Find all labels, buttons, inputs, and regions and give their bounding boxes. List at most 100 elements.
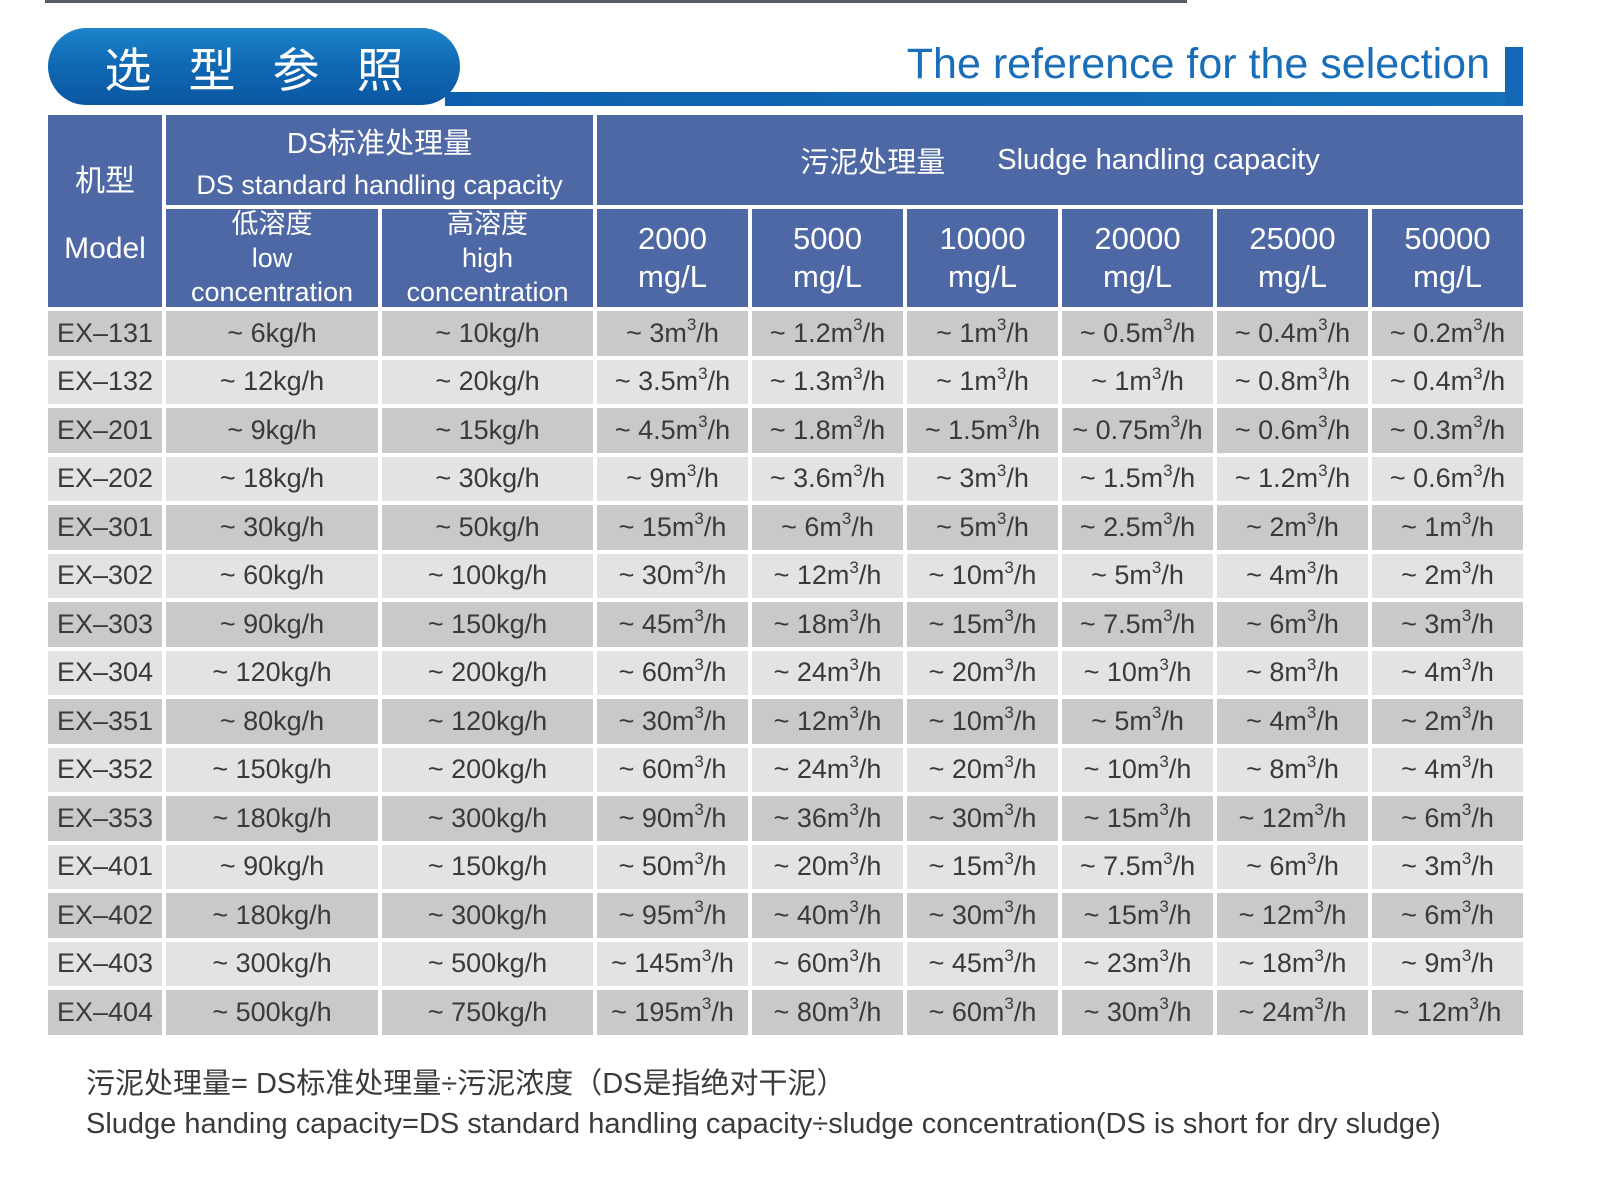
- group-header-sludge-capacity: 污泥处理量 Sludge handling capacity: [597, 115, 1523, 205]
- value-cell: ~ 4.5m 3/h: [597, 408, 748, 453]
- value-cell: ~ 30m 3/h: [907, 893, 1058, 938]
- value-cell: ~ 0.4m 3/h: [1217, 311, 1368, 356]
- value-cell: ~ 150kg/h: [166, 747, 378, 792]
- selection-table: 机型 Model DS标准处理量 DS standard handling ca…: [48, 115, 1523, 1035]
- model-cell: EX–402: [48, 893, 162, 938]
- value-cell: ~ 150kg/h: [382, 844, 593, 889]
- value-cell: ~ 7.5m 3/h: [1062, 602, 1213, 647]
- value-cell: ~ 0.2m 3/h: [1372, 311, 1523, 356]
- value-cell: ~ 100kg/h: [382, 553, 593, 598]
- footnotes: 污泥处理量= DS标准处理量÷污泥浓度（DS是指绝对干泥） Sludge han…: [86, 1064, 1441, 1144]
- value-cell: ~ 18m 3/h: [1217, 941, 1368, 986]
- value-cell: ~ 5m 3/h: [907, 505, 1058, 550]
- value-cell: ~ 6m 3/h: [1372, 893, 1523, 938]
- value-cell: ~ 3m 3/h: [597, 311, 748, 356]
- value-cell: ~ 6m 3/h: [752, 505, 903, 550]
- value-cell: ~ 1.3m 3/h: [752, 359, 903, 404]
- value-cell: ~ 90kg/h: [166, 602, 378, 647]
- value-cell: ~ 20m 3/h: [752, 844, 903, 889]
- value-cell: ~ 1.5m 3/h: [1062, 456, 1213, 501]
- model-cell: EX–403: [48, 941, 162, 986]
- value-cell: ~ 0.8m 3/h: [1217, 359, 1368, 404]
- model-cell: EX–304: [48, 650, 162, 695]
- value-cell: ~ 750kg/h: [382, 990, 593, 1035]
- value-cell: ~ 45m 3/h: [907, 941, 1058, 986]
- value-cell: ~ 180kg/h: [166, 893, 378, 938]
- column-header-low-concentration: 低溶度 low concentration: [166, 209, 378, 307]
- value-cell: ~ 4m 3/h: [1217, 553, 1368, 598]
- value-cell: ~ 120kg/h: [382, 699, 593, 744]
- model-cell: EX–353: [48, 796, 162, 841]
- mgl-value: 10000: [939, 221, 1026, 256]
- column-header-model: 机型 Model: [48, 115, 162, 307]
- mgl-unit: mg/L: [1103, 259, 1172, 294]
- value-cell: ~ 60kg/h: [166, 553, 378, 598]
- value-cell: ~ 10m 3/h: [907, 553, 1058, 598]
- value-cell: ~ 300kg/h: [382, 796, 593, 841]
- value-cell: ~ 1m 3/h: [907, 311, 1058, 356]
- value-cell: ~ 12m 3/h: [752, 699, 903, 744]
- value-cell: ~ 5m 3/h: [1062, 699, 1213, 744]
- model-cell: EX–201: [48, 408, 162, 453]
- value-cell: ~ 15m 3/h: [1062, 893, 1213, 938]
- value-cell: ~ 2m 3/h: [1372, 699, 1523, 744]
- title-underline-bar: [445, 92, 1523, 106]
- model-cell: EX–352: [48, 747, 162, 792]
- value-cell: ~ 200kg/h: [382, 747, 593, 792]
- value-cell: ~ 0.5m 3/h: [1062, 311, 1213, 356]
- mgl-unit: mg/L: [1413, 259, 1482, 294]
- value-cell: ~ 5m 3/h: [1062, 553, 1213, 598]
- value-cell: ~ 2.5m 3/h: [1062, 505, 1213, 550]
- value-cell: ~ 60m 3/h: [752, 941, 903, 986]
- page-title-en: The reference for the selection: [906, 40, 1490, 88]
- value-cell: ~ 36m 3/h: [752, 796, 903, 841]
- value-cell: ~ 150kg/h: [382, 602, 593, 647]
- value-cell: ~ 15m 3/h: [907, 602, 1058, 647]
- value-cell: ~ 15m 3/h: [907, 844, 1058, 889]
- model-header-en: Model: [64, 232, 146, 265]
- page-edge-line: [45, 0, 1187, 3]
- value-cell: ~ 2m 3/h: [1217, 505, 1368, 550]
- value-cell: ~ 1.5m 3/h: [907, 408, 1058, 453]
- model-cell: EX–202: [48, 456, 162, 501]
- column-header-5000-mgl: 5000 mg/L: [752, 209, 903, 307]
- value-cell: ~ 145m 3/h: [597, 941, 748, 986]
- value-cell: ~ 9m 3/h: [597, 456, 748, 501]
- model-cell: EX–131: [48, 311, 162, 356]
- mgl-value: 2000: [638, 221, 707, 256]
- value-cell: ~ 15m 3/h: [597, 505, 748, 550]
- value-cell: ~ 30m 3/h: [1062, 990, 1213, 1035]
- low-concentration-en: low concentration: [190, 243, 354, 307]
- value-cell: ~ 120kg/h: [166, 650, 378, 695]
- mgl-value: 25000: [1249, 221, 1336, 256]
- value-cell: ~ 1m 3/h: [1372, 505, 1523, 550]
- value-cell: ~ 9m 3/h: [1372, 941, 1523, 986]
- ds-group-en: DS standard handling capacity: [196, 169, 563, 200]
- column-header-10000-mgl: 10000 mg/L: [907, 209, 1058, 307]
- value-cell: ~ 200kg/h: [382, 650, 593, 695]
- value-cell: ~ 18kg/h: [166, 456, 378, 501]
- banner-title-zh: 选 型 参 照: [104, 44, 416, 97]
- value-cell: ~ 24m 3/h: [752, 650, 903, 695]
- value-cell: ~ 10m 3/h: [1062, 747, 1213, 792]
- column-header-25000-mgl: 25000 mg/L: [1217, 209, 1368, 307]
- value-cell: ~ 20m 3/h: [907, 747, 1058, 792]
- value-cell: ~ 6m 3/h: [1372, 796, 1523, 841]
- value-cell: ~ 80m 3/h: [752, 990, 903, 1035]
- value-cell: ~ 20kg/h: [382, 359, 593, 404]
- value-cell: ~ 12m 3/h: [752, 553, 903, 598]
- value-cell: ~ 15kg/h: [382, 408, 593, 453]
- value-cell: ~ 8m 3/h: [1217, 747, 1368, 792]
- value-cell: ~ 3m 3/h: [1372, 844, 1523, 889]
- value-cell: ~ 300kg/h: [382, 893, 593, 938]
- value-cell: ~ 95m 3/h: [597, 893, 748, 938]
- value-cell: ~ 0.75m 3/h: [1062, 408, 1213, 453]
- model-cell: EX–404: [48, 990, 162, 1035]
- value-cell: ~ 0.6m 3/h: [1372, 456, 1523, 501]
- banner-pill: 选 型 参 照: [48, 28, 460, 105]
- value-cell: ~ 24m 3/h: [1217, 990, 1368, 1035]
- model-cell: EX–132: [48, 359, 162, 404]
- model-cell: EX–303: [48, 602, 162, 647]
- model-cell: EX–351: [48, 699, 162, 744]
